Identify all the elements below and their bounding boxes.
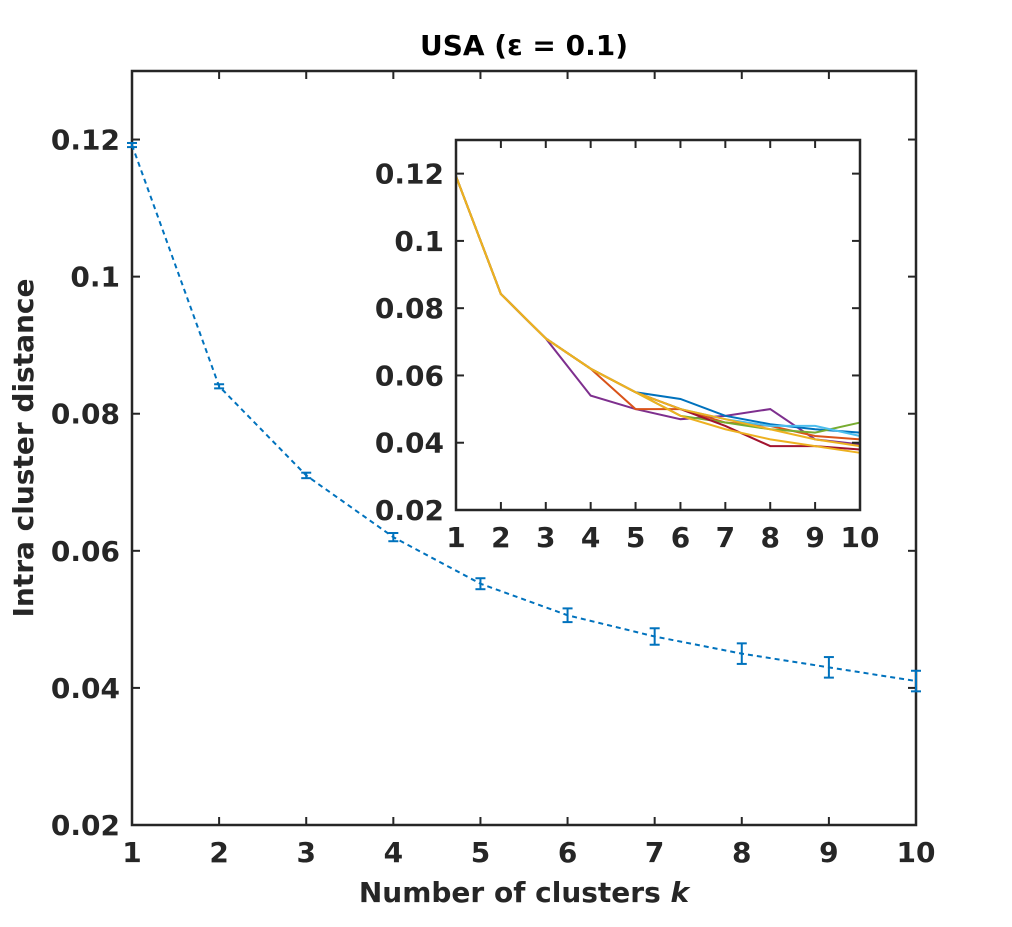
main-x-tick-label: 10 [897,836,936,869]
main-x-tick-label: 6 [558,836,577,869]
inset-y-tick-label: 0.12 [375,158,444,191]
inset-y-tick-label: 0.02 [375,494,444,527]
main-axes: 1 2 3 4 5 6 7 8 9 100.020.040.060.080.10.12 [51,69,936,869]
inset-series-line [455,175,861,448]
inset-x-tick-label: 4 [581,521,600,554]
inset-x-tick-label: 8 [760,521,779,554]
x-axis-label-text: Number of clusters [359,876,661,909]
main-x-tick-label: 9 [819,836,838,869]
inset-y-tick-label: 0.08 [375,292,444,325]
inset-x-tick-label: 1 [446,521,465,554]
y-axis-label: Intra cluster distance [7,278,40,617]
inset-x-tick-label: 7 [716,521,735,554]
inset-y-tick-label: 0.1 [394,225,444,258]
inset-x-tick-label: 9 [805,521,824,554]
error-bar [301,471,312,480]
inset-plot [455,175,861,454]
inset-chart: 1 2 3 4 5 6 7 8 9 10 0.02 0.04 0.06 0.08 0.1 0.12 [375,138,880,554]
error-bar [562,607,573,624]
inset-y-tick-label: 0.04 [375,427,444,460]
main-x-tick-label: 7 [645,836,664,869]
error-bar [911,669,921,693]
main-y-tick-label: 0.12 [51,124,120,157]
chart-title: USA (ε = 0.1) [420,29,628,62]
main-frame [130,69,918,827]
main-y-tick-label: 0.04 [51,672,120,705]
inset-x-tick-label: 5 [626,521,645,554]
error-bar [823,656,834,679]
error-bar [388,531,399,543]
inset-axes: 1 2 3 4 5 6 7 8 9 10 0.02 0.04 0.06 0.08 0.1 0.12 [375,138,880,554]
error-bar [649,627,660,646]
main-x-tick-label: 4 [384,836,403,869]
x-axis-label: Number of clusters k [359,876,692,909]
mean-line [131,144,917,683]
inset-background [456,140,860,510]
error-bar [127,141,137,149]
main-x-tick-label: 1 [122,836,141,869]
inset-x-tick-label: 2 [491,521,510,554]
inset-y-tick-label: 0.06 [375,359,444,392]
main-x-tick-label: 3 [296,836,315,869]
inset-x-tick-label: 6 [671,521,690,554]
main-y-tick-label: 0.02 [51,809,120,842]
error-bar [736,642,747,665]
error-bar [214,383,225,390]
main-x-tick-label: 8 [732,836,751,869]
error-bar [475,577,486,591]
main-x-tick-label: 5 [471,836,490,869]
main-y-tick-label: 0.08 [51,398,120,431]
main-plot [127,141,921,693]
main-x-tick-label: 2 [209,836,228,869]
inset-x-tick-label: 10 [841,521,880,554]
inset-frame [454,138,862,512]
inset-x-tick-label: 3 [536,521,555,554]
main-y-tick-label: 0.1 [70,261,120,294]
main-y-tick-label: 0.06 [51,535,120,568]
x-axis-label-var: k [671,876,692,909]
